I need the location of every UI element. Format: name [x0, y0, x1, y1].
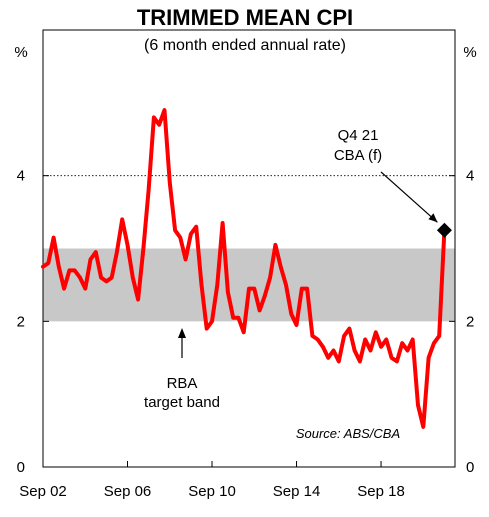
forecast-arrow-head — [428, 213, 438, 223]
band-label-line-0: RBA — [167, 375, 198, 392]
forecast-label-line-1: CBA (f) — [334, 147, 382, 164]
forecast-marker — [436, 222, 452, 238]
band-arrow-head — [178, 328, 186, 338]
source-note: Source: ABS/CBA — [296, 426, 400, 441]
x-tick-label-4: Sep 18 — [357, 483, 405, 500]
y-tick-label-left-0: 0 — [17, 459, 25, 476]
y-tick-label-left-4: 4 — [17, 168, 25, 185]
rba-target-band — [43, 248, 455, 322]
y-axis-unit-right: % — [463, 44, 476, 61]
y-tick-label-right-4: 4 — [466, 168, 474, 185]
x-tick-label-1: Sep 06 — [104, 483, 152, 500]
plot-frame — [42, 29, 456, 468]
x-tick-label-2: Sep 10 — [188, 483, 236, 500]
y-tick-label-right-0: 0 — [466, 459, 474, 476]
series-line-0 — [41, 108, 447, 429]
x-tick-label-0: Sep 02 — [19, 483, 67, 500]
y-tick-label-left-2: 2 — [17, 313, 25, 330]
y-tick-label-right-2: 2 — [466, 313, 474, 330]
chart-title: TRIMMED MEAN CPI — [137, 5, 353, 30]
chart-subtitle: (6 month ended annual rate) — [144, 37, 346, 54]
forecast-label-line-0: Q4 21 — [338, 127, 379, 144]
x-tick-label-3: Sep 14 — [273, 483, 321, 500]
band-label-line-1: target band — [144, 394, 220, 411]
y-axis-unit-left: % — [14, 44, 27, 61]
forecast-arrow-shaft — [380, 171, 438, 223]
